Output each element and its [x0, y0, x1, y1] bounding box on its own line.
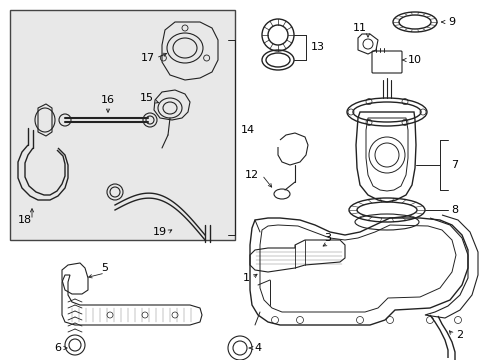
Text: 3: 3 [324, 233, 331, 243]
Text: 15: 15 [140, 93, 154, 103]
Text: 14: 14 [241, 125, 255, 135]
Text: 10: 10 [407, 55, 421, 65]
Text: 2: 2 [455, 330, 463, 340]
Text: 18: 18 [18, 215, 32, 225]
Text: 16: 16 [101, 95, 115, 105]
Text: 17: 17 [141, 53, 155, 63]
Text: 7: 7 [450, 160, 458, 170]
Text: 11: 11 [352, 23, 366, 33]
Text: 19: 19 [153, 227, 167, 237]
Text: 13: 13 [310, 42, 325, 52]
Text: 1: 1 [242, 273, 249, 283]
Text: 6: 6 [54, 343, 61, 353]
Text: 9: 9 [447, 17, 455, 27]
Text: 12: 12 [244, 170, 259, 180]
Text: 4: 4 [254, 343, 261, 353]
Text: 8: 8 [450, 205, 458, 215]
Text: 5: 5 [102, 263, 108, 273]
Bar [10, 10, 235, 240]
